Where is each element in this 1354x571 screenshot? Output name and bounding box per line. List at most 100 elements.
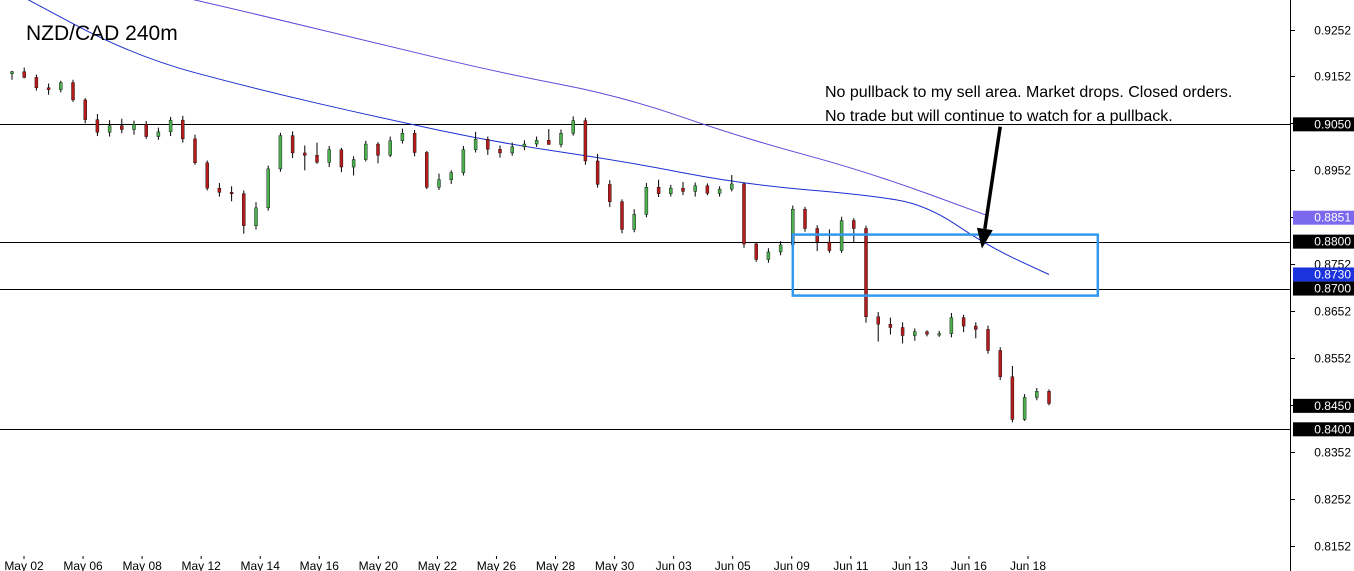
x-tick-label: May 14 (241, 559, 281, 571)
candle (937, 330, 941, 337)
annotation-line-1: No pullback to my sell area. Market drop… (825, 84, 1232, 101)
candle (510, 142, 514, 156)
candle (327, 145, 331, 168)
y-tick-label: 0.8952 (1314, 164, 1351, 178)
candle-body (534, 140, 539, 145)
arrow-head (976, 227, 993, 249)
candle-body (888, 324, 893, 328)
candle-body (376, 143, 380, 156)
level-tag-0-8400-bg (1293, 422, 1354, 437)
candle-body (290, 135, 295, 154)
price-tag-0-8851-bg (1293, 210, 1354, 225)
y-tick-label: 0.9252 (1314, 24, 1351, 38)
candle-body (681, 187, 685, 192)
x-tick-label: May 12 (181, 559, 221, 571)
candle (254, 202, 258, 230)
candle (120, 118, 124, 134)
candles (10, 67, 1051, 423)
y-tick-label: 0.8152 (1314, 540, 1351, 554)
candle-body (705, 185, 710, 194)
candle (876, 312, 880, 342)
candle (900, 322, 905, 344)
candle-body (168, 119, 173, 133)
x-tick-label: May 20 (359, 559, 399, 571)
candle (949, 312, 954, 338)
candle (46, 83, 51, 95)
sell-zone-box (791, 233, 1100, 297)
level-tag-0-9050-label: 0.9050 (1314, 117, 1351, 131)
candle (486, 136, 490, 155)
price-tag-0-8450-bg (1293, 398, 1354, 413)
candle-body (156, 131, 161, 137)
level-tag-0-9050-bg (1293, 117, 1354, 132)
candle-body (254, 207, 258, 226)
candle-body (181, 119, 185, 140)
candle (1035, 388, 1039, 401)
candle (827, 229, 832, 253)
candle (168, 116, 173, 137)
candle (315, 142, 319, 164)
x-tick-label: Jun 11 (833, 559, 868, 571)
candle (132, 120, 136, 135)
candle (278, 132, 283, 172)
candle-body (10, 71, 14, 74)
candle (534, 136, 539, 147)
x-tick-label: May 28 (536, 559, 576, 571)
candle-body (278, 135, 283, 170)
x-axis-ticks: May 02 May 06 May 08 May 12 May 14 May 16 May … (4, 556, 1046, 571)
level-tag-0-8800-bg (1293, 234, 1354, 249)
candle-body (34, 77, 39, 88)
annotation-arrow (976, 126, 1002, 249)
candle (730, 175, 734, 192)
candle-body (730, 183, 734, 190)
candle (754, 242, 758, 262)
candle-body (315, 155, 319, 163)
candle-body (864, 228, 868, 317)
candle (34, 74, 39, 91)
candle (864, 225, 868, 323)
candle-body (473, 139, 478, 150)
candle-body (205, 162, 209, 189)
candle-body (900, 327, 905, 336)
candle-body (83, 99, 87, 120)
candle-body (437, 179, 441, 188)
price-tag-0-8851-label: 0.8851 (1314, 211, 1351, 225)
candle-body (1035, 391, 1039, 398)
candle (71, 79, 75, 102)
x-tick-label: May 30 (595, 559, 635, 571)
candle (717, 186, 722, 197)
candle-body (949, 317, 954, 334)
candle (95, 114, 100, 137)
candle (803, 206, 807, 232)
x-tick-label: Jun 13 (892, 559, 928, 571)
candle (852, 218, 856, 243)
candle (229, 186, 234, 202)
candle (632, 209, 636, 233)
candle (1047, 389, 1051, 406)
candle (425, 151, 429, 190)
price-tag-0-8730-label: 0.8730 (1314, 267, 1351, 281)
x-tick-label: Jun 09 (774, 559, 810, 571)
candle-body (669, 187, 673, 194)
candle-body (913, 331, 917, 336)
chart-title: NZD/CAD 240m (26, 22, 178, 45)
candle-body (595, 160, 600, 185)
candle-body (961, 317, 966, 327)
candle-body (1022, 397, 1027, 420)
candle (742, 182, 746, 248)
moving-average-fast (27, 0, 1050, 275)
candle (925, 330, 929, 337)
candle (10, 70, 14, 80)
candle-body (364, 143, 368, 160)
candle-body (925, 331, 929, 335)
candle-body (46, 87, 51, 90)
candle-body (656, 187, 661, 194)
candle-body (22, 71, 26, 78)
y-tick-label: 0.8652 (1314, 305, 1351, 319)
candle-body (95, 119, 100, 133)
candle (522, 140, 527, 151)
candle (83, 98, 87, 124)
candle-body (400, 133, 405, 141)
candle-body (486, 139, 490, 150)
